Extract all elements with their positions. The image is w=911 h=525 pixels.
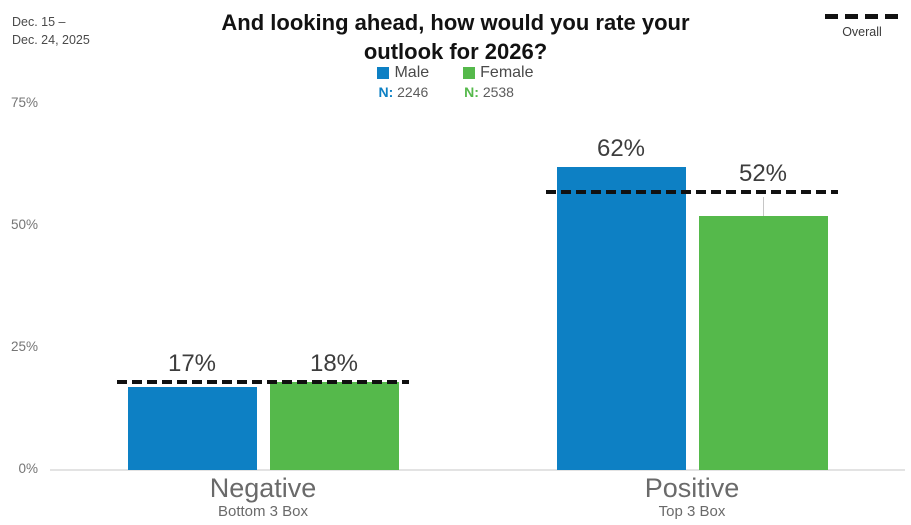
overall-legend: Overall <box>819 14 905 39</box>
chart-title: And looking ahead, how would you rate yo… <box>0 9 911 66</box>
x-axis-line <box>50 469 905 471</box>
legend-female-label: Female <box>480 64 534 81</box>
date-range-line2: Dec. 24, 2025 <box>12 33 90 48</box>
overall-line-negative <box>117 380 409 385</box>
male-swatch-icon <box>377 67 390 79</box>
category-sublabel-negative: Bottom 3 Box <box>217 503 309 520</box>
date-range: Dec. 15 – Dec. 24, 2025 <box>12 13 90 49</box>
y-axis-tick-label: 25% <box>10 339 38 354</box>
leader-line <box>763 196 764 217</box>
series-legend: Male N: 2246 Female N: 2538 <box>0 64 911 100</box>
value-label-male-positive: 62% <box>596 135 646 163</box>
y-axis-tick-label: 75% <box>10 95 38 110</box>
overall-line-positive <box>546 189 838 194</box>
chart-title-line1: And looking ahead, how would you rate yo… <box>221 10 690 35</box>
legend-male-label: Male <box>394 64 430 81</box>
value-label-female-positive: 52% <box>738 159 788 187</box>
legend-male-top: Male <box>377 64 429 82</box>
legend-item-female: Female N: 2538 <box>463 64 534 100</box>
overall-dashed-line-icon <box>825 14 899 19</box>
female-swatch-icon <box>463 67 476 79</box>
male-n-prefix: N: <box>378 84 394 100</box>
bar-male-negative <box>127 387 257 470</box>
category-label-negative: Negative <box>209 473 317 503</box>
y-axis-tick-label: 50% <box>10 217 38 232</box>
value-label-male-negative: 17% <box>167 350 217 378</box>
overall-legend-label: Overall <box>842 25 882 39</box>
legend-female-n: N: 2538 <box>463 84 533 100</box>
date-range-line1: Dec. 15 – <box>12 15 66 29</box>
value-label-female-negative: 18% <box>309 350 359 378</box>
category-sublabel-positive: Top 3 Box <box>658 503 726 520</box>
legend-female-top: Female <box>463 64 534 82</box>
bar-male-positive <box>556 167 686 470</box>
female-n-value: 2538 <box>482 84 514 100</box>
male-n-value: 2246 <box>397 84 429 100</box>
bar-female-negative <box>269 382 399 470</box>
bar-female-positive <box>698 216 828 470</box>
category-label-positive: Positive <box>644 473 740 503</box>
chart-title-line2: outlook for 2026? <box>363 38 548 64</box>
y-axis-tick-label: 0% <box>18 461 38 476</box>
legend-male-n: N: 2246 <box>377 84 429 100</box>
female-n-prefix: N: <box>464 84 479 100</box>
legend-item-male: Male N: 2246 <box>377 64 429 100</box>
